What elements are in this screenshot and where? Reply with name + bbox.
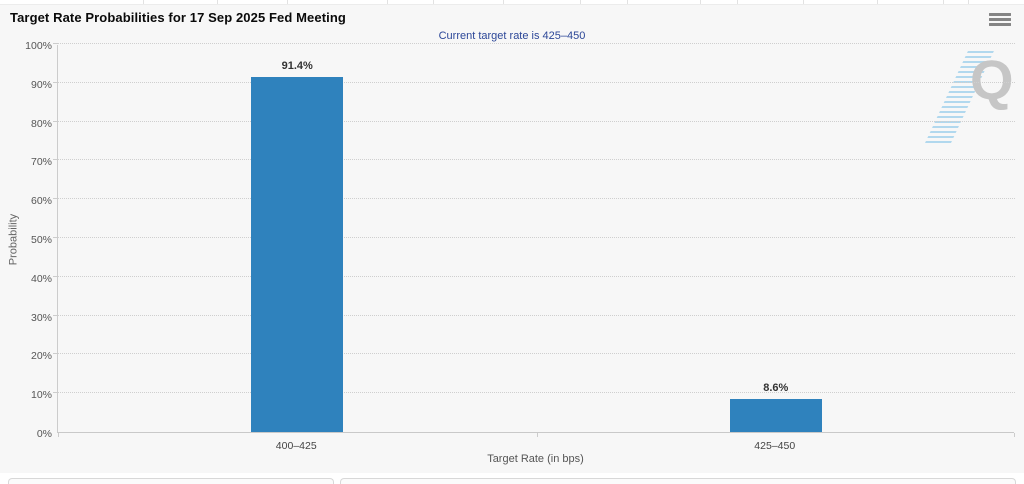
- gridline: [58, 353, 1015, 355]
- chart-bar[interactable]: [251, 77, 344, 432]
- table-column-divider: [803, 0, 804, 4]
- quikstrike-watermark-letter: Q: [970, 48, 1014, 111]
- y-axis-tick-label: 80%: [30, 117, 52, 130]
- x-axis-category-label: 400–425: [275, 440, 317, 452]
- hamburger-bar: [989, 13, 1011, 16]
- cropped-card-below-right: [340, 478, 1016, 484]
- table-column-divider: [627, 0, 628, 4]
- table-column-divider: [580, 0, 581, 4]
- y-axis-tick: [53, 43, 58, 44]
- y-axis-tick: [53, 159, 58, 161]
- y-axis-tick-label: 30%: [30, 311, 52, 324]
- y-axis-tick: [53, 198, 58, 200]
- cropped-table-row-above: [0, 0, 1024, 5]
- y-axis-tick: [53, 353, 58, 355]
- table-column-divider: [387, 0, 388, 4]
- table-column-divider: [217, 0, 218, 4]
- y-axis-tick-label: 100%: [25, 40, 52, 52]
- chart-title: Target Rate Probabilities for 17 Sep 202…: [10, 10, 346, 25]
- cropped-card-below-left: [8, 478, 334, 484]
- x-axis-tick: [1014, 433, 1015, 437]
- table-column-divider: [737, 0, 738, 4]
- y-axis-tick: [53, 275, 58, 277]
- y-axis-tick: [53, 392, 58, 394]
- x-axis-category-label: 425–450: [754, 440, 796, 452]
- gridline: [58, 198, 1015, 200]
- hamburger-icon[interactable]: [989, 13, 1011, 28]
- table-column-divider: [700, 0, 701, 4]
- y-axis-tick: [53, 314, 58, 316]
- chart-subtitle: Current target rate is 425–450: [438, 30, 586, 42]
- y-axis-tick-label: 90%: [30, 78, 52, 91]
- gridline: [58, 81, 1015, 83]
- gridline: [58, 43, 1015, 44]
- y-axis-tick-label: 50%: [30, 234, 52, 246]
- gridline: [58, 237, 1015, 238]
- x-axis-title: Target Rate (in bps): [487, 453, 584, 465]
- y-axis-tick: [53, 120, 58, 122]
- table-column-divider: [433, 0, 434, 4]
- table-column-divider: [287, 0, 288, 4]
- y-axis-tick-label: 10%: [30, 389, 52, 402]
- y-axis-tick-label: 20%: [30, 350, 52, 363]
- hamburger-bar: [989, 23, 1011, 26]
- gridline: [58, 275, 1015, 277]
- gridline: [58, 159, 1015, 161]
- table-column-divider: [143, 0, 144, 4]
- table-column-divider: [943, 0, 944, 4]
- fedwatch-chart-panel: Target Rate Probabilities for 17 Sep 202…: [0, 5, 1024, 473]
- y-axis-tick-label: 60%: [30, 195, 52, 208]
- gridline: [58, 392, 1015, 394]
- gridline: [58, 314, 1015, 316]
- bar-data-label: 8.6%: [763, 381, 789, 394]
- x-axis-tick: [536, 433, 538, 437]
- table-column-divider: [877, 0, 878, 4]
- table-column-divider: [968, 0, 969, 4]
- bar-data-label: 91.4%: [281, 60, 313, 73]
- table-column-divider: [503, 0, 504, 4]
- plot-area: 91.4% 8.6%: [53, 43, 1015, 437]
- y-axis-tick: [53, 237, 58, 238]
- y-axis-tick: [53, 81, 58, 83]
- y-axis-tick-label: 40%: [30, 272, 52, 285]
- x-axis-tick: [58, 433, 59, 437]
- y-axis-tick-label: 70%: [30, 156, 52, 169]
- hamburger-bar: [989, 18, 1011, 21]
- y-axis-tick-label: 0%: [36, 428, 52, 440]
- chart-bar[interactable]: [729, 398, 822, 432]
- gridline: [58, 120, 1015, 122]
